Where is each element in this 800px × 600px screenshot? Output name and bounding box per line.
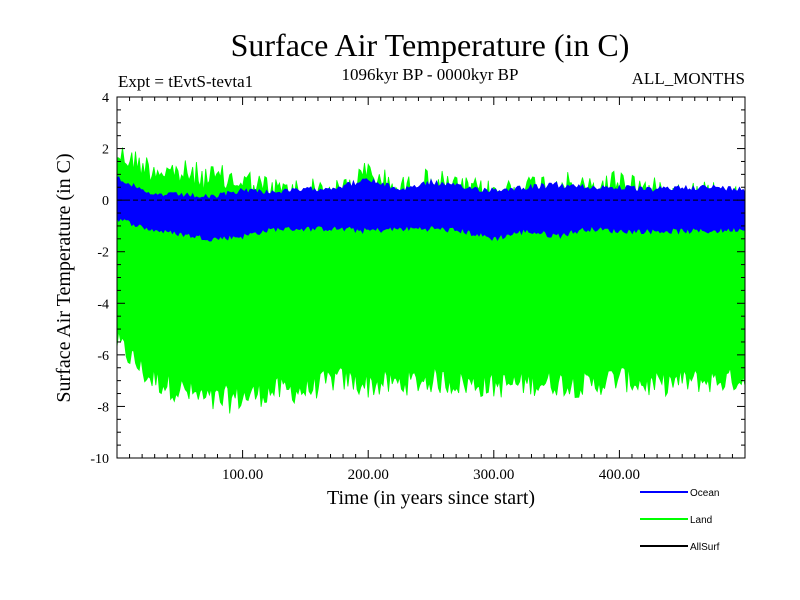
x-axis-label: Time (in years since start): [327, 487, 535, 509]
x-tick-label: 100.00: [222, 467, 263, 483]
y-tick-label: 0: [102, 194, 109, 209]
y-tick-label: -10: [90, 452, 109, 467]
months-label: ALL_MONTHS: [632, 69, 745, 88]
y-tick-label: -4: [97, 297, 109, 312]
y-axis-label: Surface Air Temperature (in C): [53, 153, 75, 402]
x-tick-label: 300.00: [473, 467, 514, 483]
experiment-label: Expt = tEvtS-tevta1: [118, 72, 253, 91]
legend-label-allsurf: AllSurf: [690, 542, 720, 553]
legend-label-land: Land: [690, 515, 712, 526]
x-tick-label: 400.00: [599, 467, 640, 483]
y-tick-label: -8: [97, 400, 109, 415]
x-tick-label: 200.00: [348, 467, 389, 483]
legend: Ocean Land AllSurf: [640, 488, 720, 553]
y-tick-label: 2: [102, 143, 109, 158]
y-tick-label: -6: [97, 349, 109, 364]
axes-layer: -10 -8 -6 -4 -2 0 2 4 100.00 200.00 300.00 400.00: [90, 91, 746, 483]
legend-label-ocean: Ocean: [690, 488, 719, 499]
y-tick-label: -2: [97, 246, 109, 261]
plot-area: [116, 147, 746, 414]
y-tick-label: 4: [102, 91, 109, 106]
chart-title: Surface Air Temperature (in C): [231, 27, 630, 63]
period-subtitle: 1096kyr BP - 0000kyr BP: [342, 65, 519, 84]
